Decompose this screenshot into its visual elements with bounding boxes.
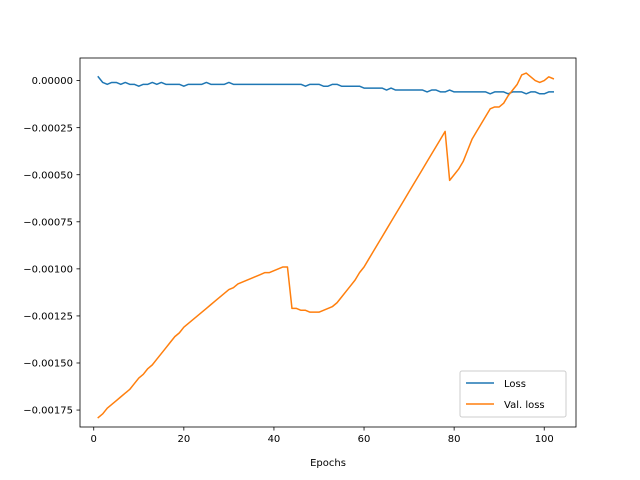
plot-lines bbox=[97, 72, 555, 419]
y-tick-label: −0.00025 bbox=[23, 123, 73, 134]
legend-label: Loss bbox=[504, 379, 526, 390]
legend: Loss Val. loss bbox=[459, 370, 567, 418]
x-tick-label: 0 bbox=[91, 434, 97, 445]
x-tick-label: 100 bbox=[535, 434, 554, 445]
y-axis-ticks: 0.00000 −0.00025 −0.00050 −0.00075 −0.00100 −… bbox=[23, 76, 80, 417]
y-tick-label: 0.00000 bbox=[32, 76, 73, 87]
x-tick-label: 40 bbox=[268, 434, 281, 445]
x-axis-ticks: 0 20 40 60 80 100 bbox=[91, 427, 554, 445]
y-tick-label: −0.00100 bbox=[23, 264, 73, 275]
y-tick-label: −0.00125 bbox=[23, 312, 73, 323]
y-tick-label: −0.00175 bbox=[23, 406, 73, 417]
y-tick-label: −0.00075 bbox=[23, 217, 73, 228]
x-tick-label: 80 bbox=[448, 434, 461, 445]
series-line-2 bbox=[97, 72, 555, 419]
x-tick-label: 20 bbox=[177, 434, 190, 445]
legend-label: Val. loss bbox=[504, 400, 545, 411]
x-axis-label: Epochs bbox=[310, 458, 346, 469]
plot-frame bbox=[79, 57, 577, 428]
y-tick-label: −0.00050 bbox=[23, 170, 73, 181]
series-line-1 bbox=[97, 75, 554, 95]
x-tick-label: 60 bbox=[358, 434, 371, 445]
y-tick-label: −0.00150 bbox=[23, 359, 73, 370]
